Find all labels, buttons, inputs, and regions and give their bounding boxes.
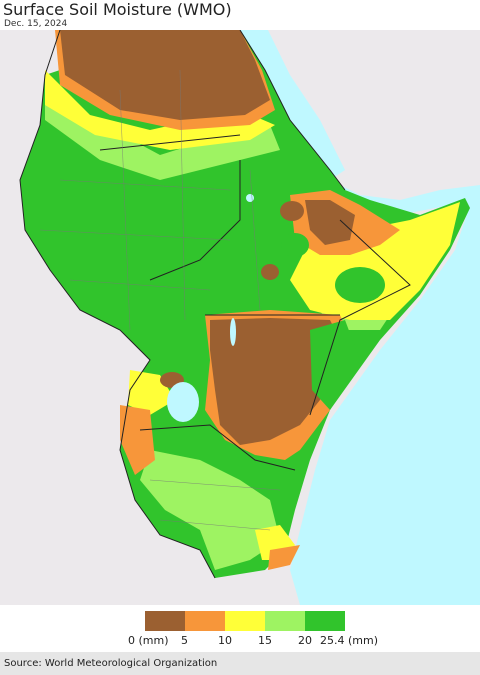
map-date: Dec. 15, 2024 [4, 19, 68, 29]
yellow-north [45, 70, 275, 150]
legend: 0 (mm) 5 10 15 20 25.4 (mm) [0, 609, 480, 649]
brown-ethiopia [305, 200, 355, 245]
source-bar: Source: World Meteorological Organizatio… [0, 652, 480, 675]
legend-tick-3: 15 [258, 634, 272, 647]
country-borders [19, 30, 411, 579]
legend-tick-4: 20 [298, 634, 312, 647]
brown-north [60, 30, 270, 120]
legend-swatch-0 [145, 611, 185, 631]
lake-turkana [230, 318, 236, 346]
green-spot-ethiopia [281, 233, 309, 257]
lake-victoria [167, 382, 199, 422]
legend-swatch-3 [265, 611, 305, 631]
lake-tana [246, 194, 254, 202]
map-title: Surface Soil Moisture (WMO) [3, 0, 232, 19]
gulf-of-aden [330, 180, 480, 225]
light-green-sahel [45, 80, 280, 180]
green-spot-somalia [335, 267, 385, 303]
legend-swatch-2 [225, 611, 265, 631]
orange-coast [268, 545, 300, 570]
source-text: Source: World Meteorological Organizatio… [4, 658, 218, 669]
light-green-south [140, 450, 280, 570]
legend-tick-2: 10 [218, 634, 232, 647]
soil-moisture-map [0, 30, 480, 605]
legend-swatch-4 [305, 611, 345, 631]
brown-spot-2 [261, 264, 279, 280]
legend-tick-0: 0 (mm) [128, 634, 169, 647]
indian-ocean [290, 205, 480, 605]
legend-tick-5: 25.4 (mm) [320, 634, 379, 647]
legend-tick-1: 5 [181, 634, 188, 647]
region-subdivisions [39, 69, 281, 531]
green-coast-kenya [310, 320, 360, 410]
orange-west [120, 405, 155, 475]
legend-swatch-1 [185, 611, 225, 631]
brown-spot-1 [280, 201, 304, 221]
